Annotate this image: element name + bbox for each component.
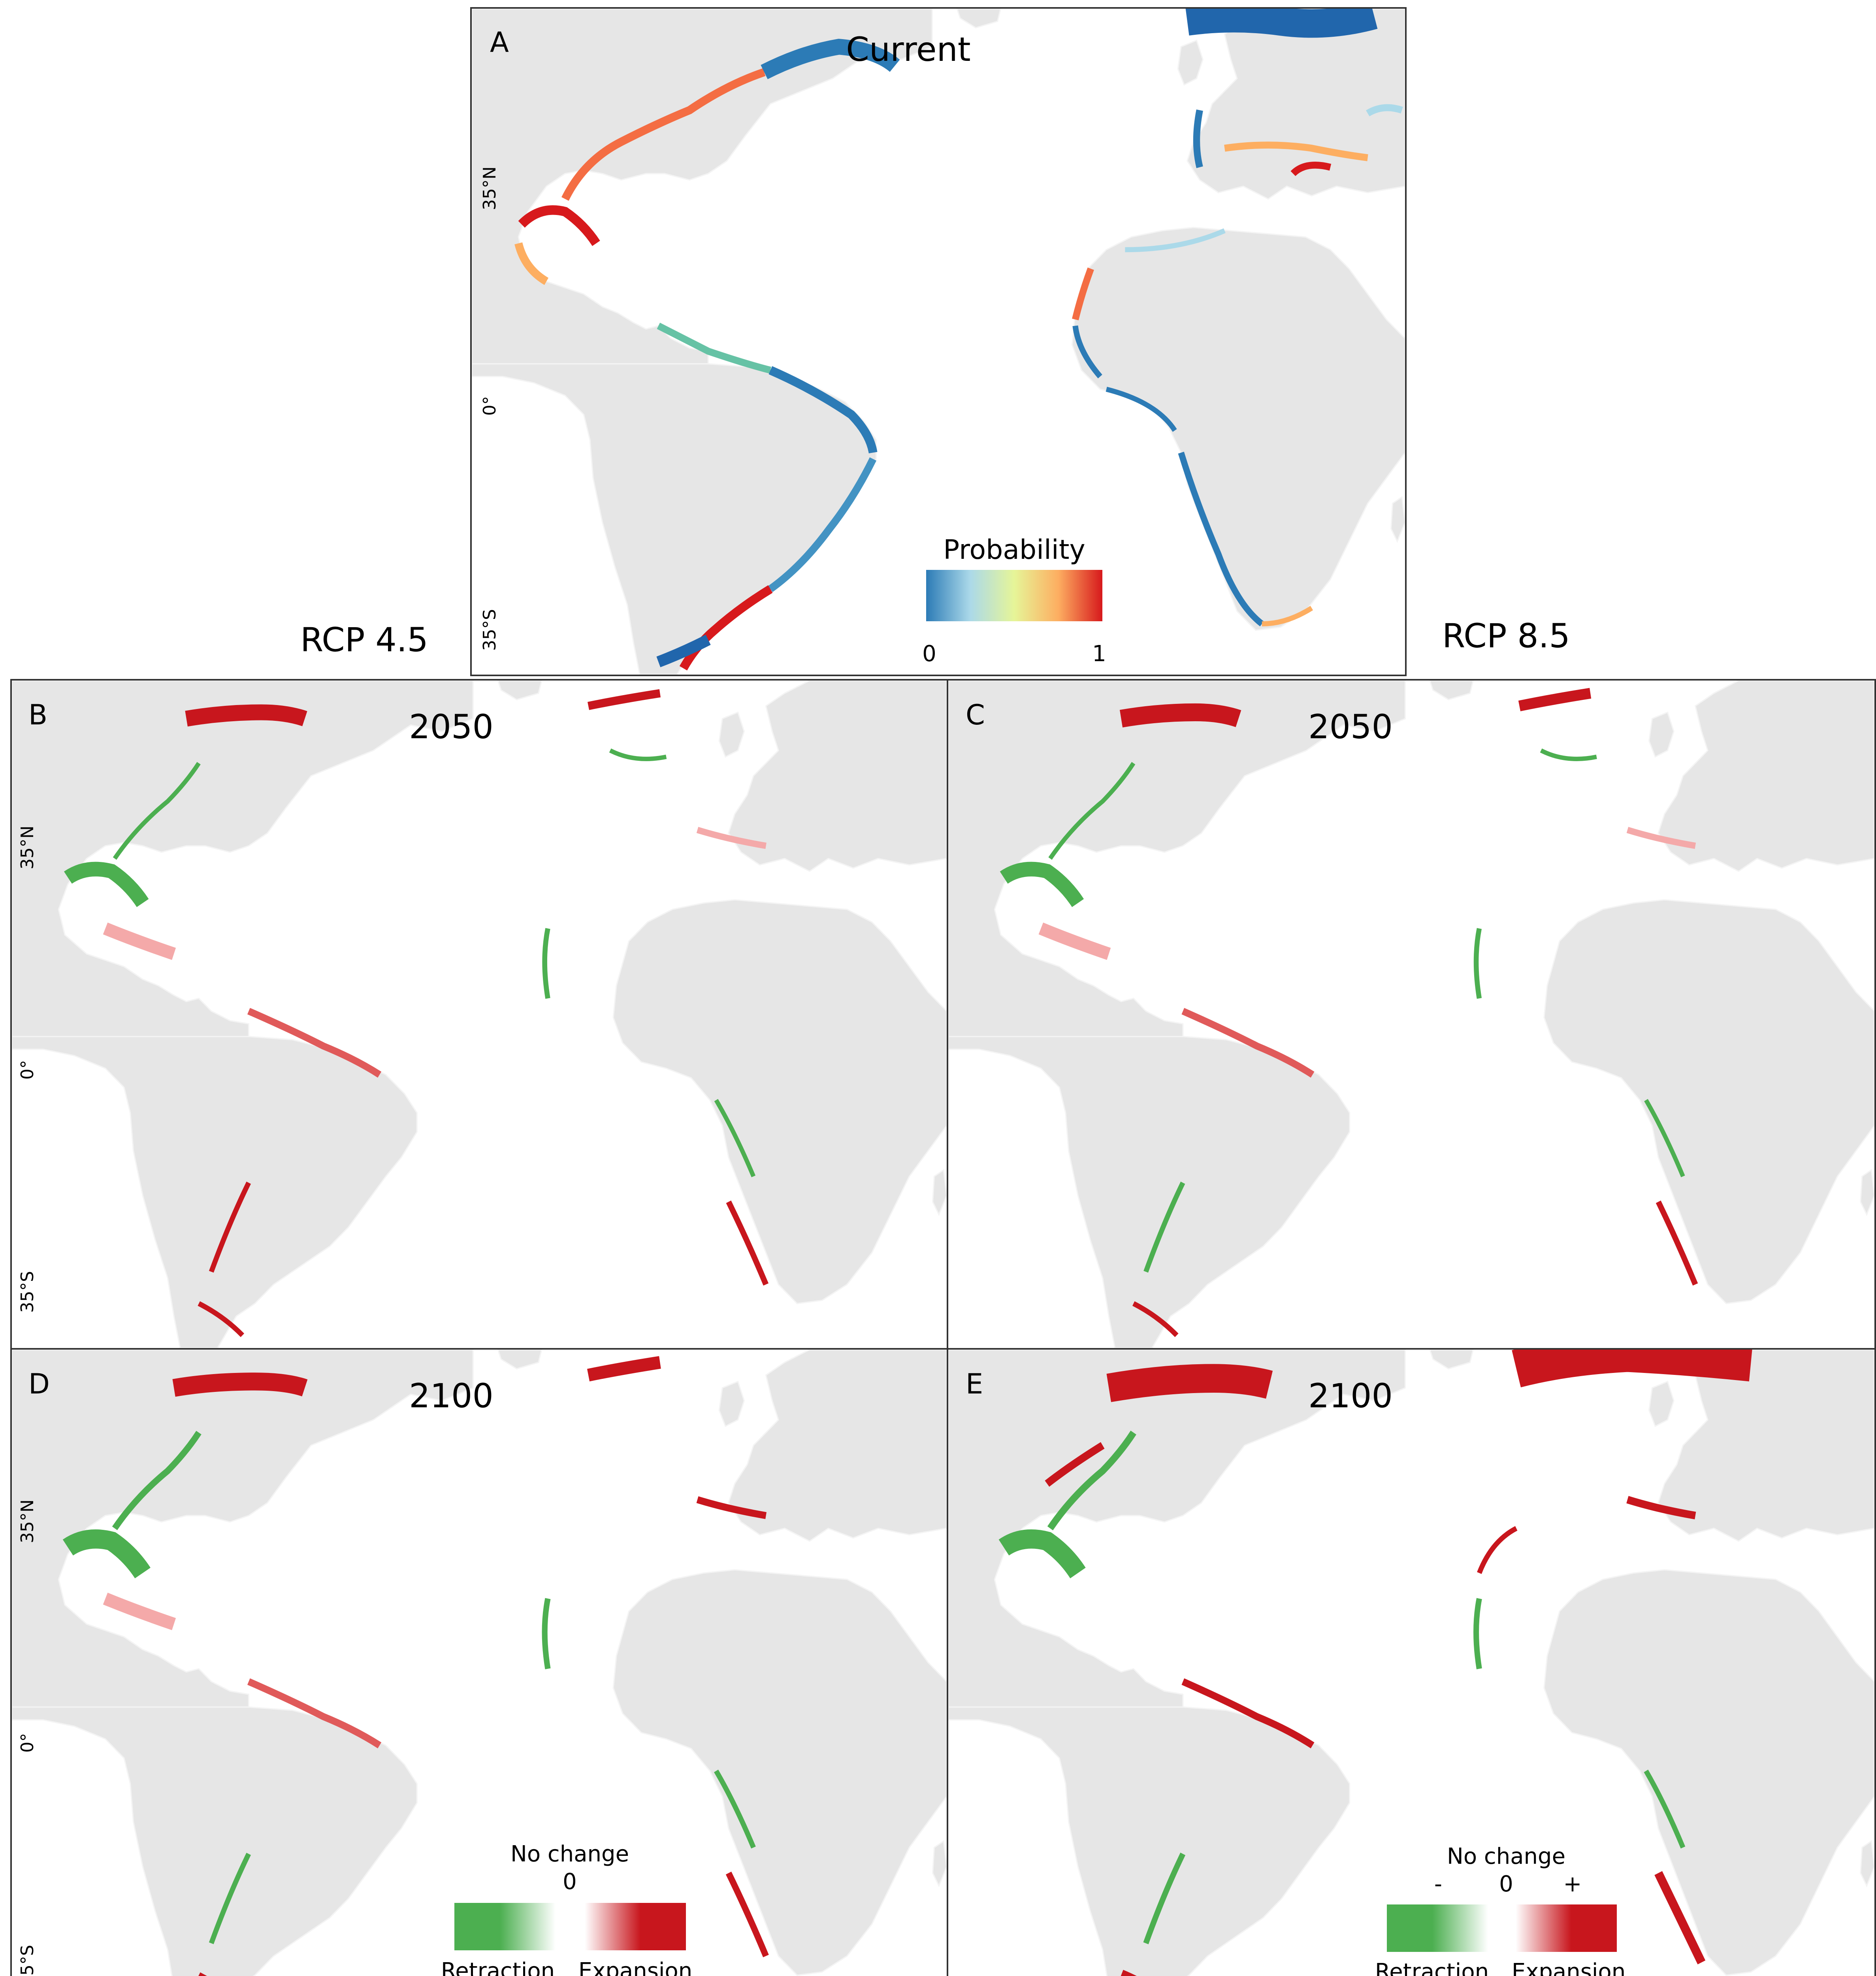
- change-legend-e-expansion: Expansion: [1511, 1959, 1626, 1976]
- panel-d-label: D: [28, 1368, 50, 1400]
- panel-e-title: 2100: [1308, 1376, 1393, 1415]
- lat-label-35n-b: 35°N: [17, 826, 38, 869]
- probability-legend-min: 0: [922, 641, 936, 667]
- expansion-colorbar-e: [1516, 1904, 1617, 1952]
- probability-colorbar: [926, 570, 1102, 621]
- panel-e-label: E: [966, 1368, 983, 1400]
- scenario-label-rcp85: RCP 8.5: [1442, 617, 1570, 655]
- panel-c-title: 2050: [1308, 707, 1393, 746]
- change-legend-d-retraction: Retraction: [441, 1958, 555, 1976]
- probability-legend-max: 1: [1092, 641, 1106, 667]
- panel-b-label: B: [28, 699, 48, 731]
- probability-legend-title: Probability: [943, 534, 1085, 566]
- retraction-colorbar-e: [1387, 1904, 1488, 1952]
- lat-label-35s-b: 35°S: [17, 1271, 38, 1313]
- expansion-colorbar-d: [585, 1903, 686, 1950]
- lat-label-0-b: 0°: [17, 1060, 38, 1080]
- lat-label-35s-a: 35°S: [480, 609, 500, 651]
- change-legend-e-minus: -: [1434, 1871, 1443, 1897]
- lat-label-35n-d: 35°N: [17, 1499, 38, 1543]
- panel-b-title: 2050: [409, 707, 493, 746]
- change-legend-d-title: No change: [510, 1841, 629, 1867]
- panel-c-map: C 2050: [947, 679, 1876, 1350]
- rcp85-2100-change-map: [948, 1350, 1874, 1976]
- change-legend-e-zero: 0: [1499, 1871, 1513, 1897]
- panel-d-map: D 2100 35°N 0° 35°S 70°W 35°W 0° 35°E No…: [10, 1348, 948, 1976]
- change-legend-d-expansion: Expansion: [578, 1958, 693, 1976]
- panel-c-label: C: [966, 699, 985, 731]
- panel-b-map: B 2050 35°N 0° 35°S: [10, 679, 948, 1350]
- lat-label-0-a: 0°: [480, 396, 500, 416]
- panel-a-label: A: [490, 26, 509, 58]
- panel-e-map: E 2100 70°W 35°W 0° 35°E No change - 0 +…: [947, 1348, 1876, 1976]
- change-legend-e-plus: +: [1563, 1871, 1582, 1897]
- panel-d-title: 2100: [409, 1376, 493, 1415]
- scenario-label-rcp45: RCP 4.5: [300, 620, 428, 659]
- panel-a-title: Current: [846, 30, 971, 69]
- rcp85-2050-change-map: [948, 681, 1874, 1348]
- lat-label-0-d: 0°: [17, 1733, 38, 1753]
- panel-a-map: A Current 35°N 0° 35°S Probability 0 1: [470, 7, 1407, 676]
- lat-label-35s-d: 35°S: [17, 1945, 38, 1976]
- change-legend-e-title: No change: [1447, 1844, 1566, 1869]
- rcp45-2050-change-map: [12, 681, 947, 1348]
- lat-label-35n-a: 35°N: [480, 166, 500, 210]
- retraction-colorbar-d: [454, 1903, 556, 1950]
- change-legend-d-zero: 0: [563, 1869, 577, 1895]
- current-probability-map: [472, 9, 1405, 675]
- rcp45-2100-change-map: [12, 1350, 947, 1976]
- change-legend-e-retraction: Retraction: [1375, 1959, 1489, 1976]
